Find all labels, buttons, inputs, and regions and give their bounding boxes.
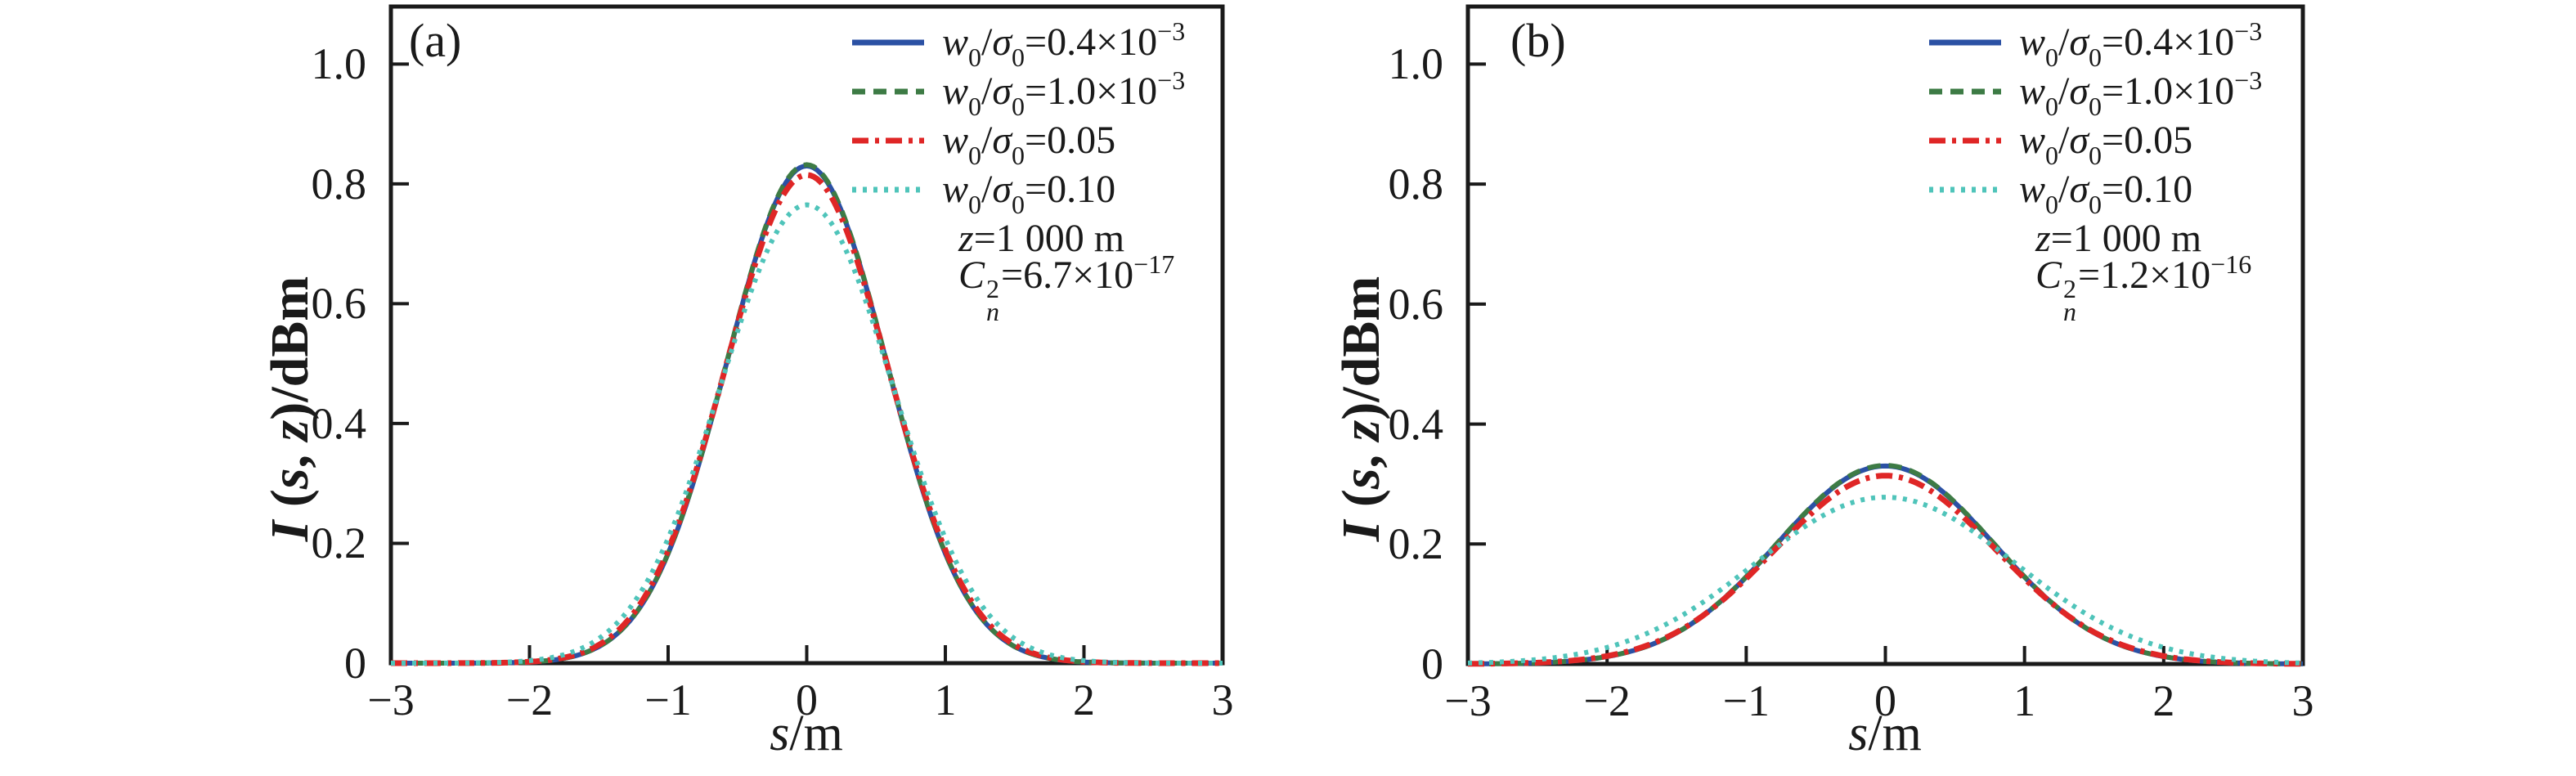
legend-label: w0/σ0=0.4×10−3 <box>2019 16 2263 72</box>
legend-line-dashed-icon <box>1929 88 2001 95</box>
y-label-s: s <box>260 468 320 490</box>
x-tick-label: 0 <box>1874 676 1896 725</box>
y-tick-label: 0.2 <box>1388 519 1444 569</box>
legend-line-dashed-icon <box>852 88 924 95</box>
x-tick-label: −1 <box>644 675 692 724</box>
y-tick-label: 0 <box>344 639 366 688</box>
x-label-unit: /m <box>789 706 843 761</box>
curve-ratio-0p10 <box>391 202 1223 666</box>
chart-canvas-b <box>1465 4 2305 667</box>
curve-ratio-0p05 <box>1468 473 2303 667</box>
x-tick-label: 1 <box>2013 676 2036 725</box>
legend-line-dashdot-icon <box>1929 137 2001 144</box>
annotation-cn2: C 2 n =1.2×10−16 <box>2035 249 2252 326</box>
legend-item: w0/σ0=1.0×10−3 <box>850 65 1186 121</box>
legend-line-dotted-icon <box>1929 186 2001 193</box>
y-tick-label: 0.4 <box>311 398 367 448</box>
legend-label: w0/σ0=0.05 <box>2019 119 2193 170</box>
legend-label: w0/σ0=0.10 <box>2019 168 2193 219</box>
y-tick-label: 0.8 <box>1388 159 1444 209</box>
x-tick-label: −3 <box>1444 676 1492 725</box>
annotation-cn2: C 2 n =6.7×10−17 <box>958 249 1175 326</box>
x-axis-label: s/m <box>1848 706 1922 761</box>
legend-label: w0/σ0=1.0×10−3 <box>2019 65 2263 121</box>
x-tick-label: 0 <box>796 675 818 724</box>
y-tick-label: 1.0 <box>1388 39 1444 89</box>
panel-b: (b) I (s, z)/dBm s/m w0/σ0=0.4×10−3 w0/σ… <box>1288 0 2576 776</box>
legend-item: w0/σ0=0.05 <box>1928 116 2262 170</box>
x-tick-label: −1 <box>1722 676 1770 725</box>
x-label-var: s <box>770 706 790 761</box>
panel-a-tag: (a) <box>409 14 462 67</box>
x-tick-label: −2 <box>505 675 554 724</box>
legend-item: w0/σ0=1.0×10−3 <box>1928 65 2263 121</box>
legend-line-solid-icon <box>1929 39 2001 46</box>
x-tick-label: −3 <box>367 675 415 724</box>
y-tick-label: 0.6 <box>311 279 367 329</box>
panel-b-tag: (b) <box>1510 14 1566 67</box>
legend-line-solid-icon <box>852 39 924 46</box>
legend-item: w0/σ0=0.05 <box>850 116 1185 170</box>
legend-label: w0/σ0=1.0×10−3 <box>942 65 1186 121</box>
x-tick-label: 2 <box>1073 675 1095 724</box>
legend: w0/σ0=0.4×10−3 w0/σ0=1.0×10−3 w0/σ0=0.05… <box>850 16 1186 326</box>
legend-item: w0/σ0=0.4×10−3 <box>850 16 1186 72</box>
legend-line-dashdot-icon <box>852 137 924 144</box>
y-tick-label: 0 <box>1421 639 1443 689</box>
annotation-z: z=1 000 m <box>2035 217 2202 260</box>
y-tick-label: 0.4 <box>1388 399 1444 449</box>
legend: w0/σ0=0.4×10−3 w0/σ0=1.0×10−3 w0/σ0=0.05… <box>1928 16 2263 326</box>
legend-item: w0/σ0=0.10 <box>850 165 1185 219</box>
y-tick-label: 0.6 <box>1388 279 1444 329</box>
legend-line-dotted-icon <box>852 186 924 193</box>
legend-item: w0/σ0=0.10 <box>1928 165 2262 219</box>
x-tick-label: 1 <box>934 675 957 724</box>
legend-label: w0/σ0=0.05 <box>942 119 1116 170</box>
x-tick-label: −2 <box>1583 676 1631 725</box>
y-tick-label: 1.0 <box>311 39 367 89</box>
x-tick-label: 3 <box>1211 675 1234 724</box>
panel-a: (a) I (s, z)/dBm s/m w0/σ0=0.4×10−3 w0/σ… <box>260 4 1234 762</box>
x-axis-label: s/m <box>643 705 970 762</box>
annotation-z: z=1 000 m <box>958 217 1125 260</box>
x-tick-label: 2 <box>2152 676 2175 725</box>
curve-ratio-0p10 <box>1467 495 2304 666</box>
y-tick-label: 0.2 <box>311 518 367 568</box>
legend-label: w0/σ0=0.10 <box>942 168 1116 219</box>
x-tick-label: 3 <box>2291 676 2314 725</box>
legend-label: w0/σ0=0.4×10−3 <box>942 16 1186 72</box>
y-label-paren: ( <box>260 489 320 521</box>
y-tick-label: 0.8 <box>311 159 367 209</box>
chart-canvas-a <box>388 4 1225 666</box>
legend-item: w0/σ0=0.4×10−3 <box>1928 16 2263 72</box>
